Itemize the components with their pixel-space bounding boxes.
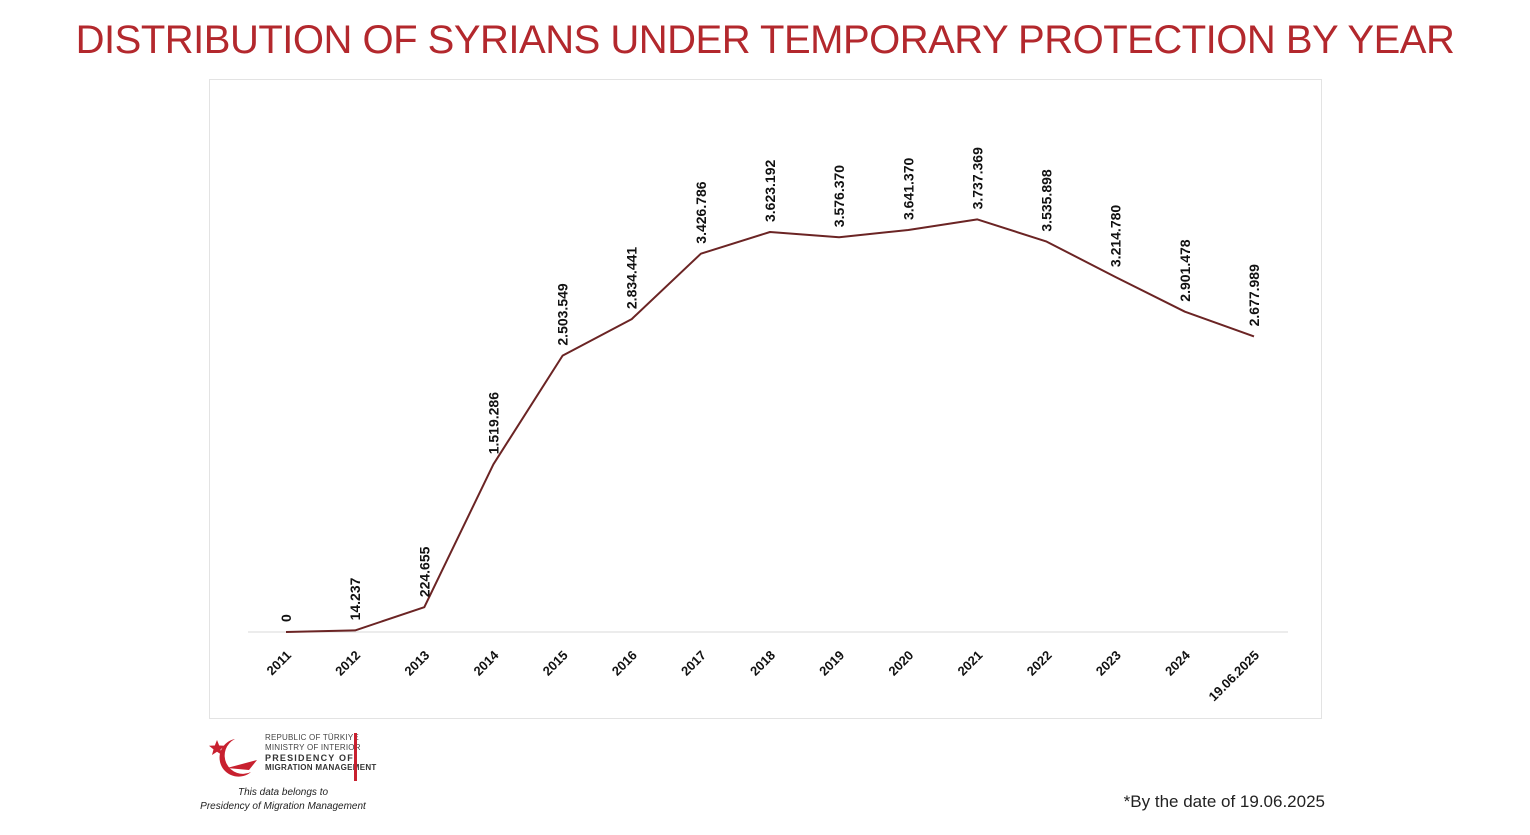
x-tick-2014: 2014 [470,647,502,679]
org-line-migration: MIGRATION MANAGEMENT [265,763,377,772]
data-label-2012: 14.237 [347,577,363,620]
data-labels: 0 14.237 224.655 1.519.286 2.503.549 2.834.44… [278,147,1262,622]
data-label-2015: 2.503.549 [555,283,571,345]
data-label-2011: 0 [278,614,294,622]
data-label-2023: 3.214.780 [1108,205,1124,267]
org-line-presidency: PRESIDENCY OF [265,753,354,763]
x-tick-2019: 2019 [816,648,847,679]
data-label-2014: 1.519.286 [485,392,501,454]
data-label-2016: 2.834.441 [624,247,640,309]
chart-frame: 0 14.237 224.655 1.519.286 2.503.549 2.834.44… [209,79,1322,719]
x-tick-2012: 2012 [332,648,363,679]
data-label-2021: 3.737.369 [969,147,985,209]
star-icon [209,740,225,755]
crescent-icon [219,739,251,777]
x-tick-2022: 2022 [1024,648,1055,679]
data-ownership-note: This data belongs to Presidency of Migra… [198,786,368,814]
org-line-ministry: MINISTRY OF INTERIOR [265,743,361,752]
logo-divider [354,733,357,781]
x-tick-19.06.2025: 19.06.2025 [1205,648,1262,705]
ownership-line-1: This data belongs to [237,787,329,798]
data-label-2017: 3.426.786 [693,181,709,243]
data-label-2024: 2.901.478 [1177,239,1193,301]
page-title: DISTRIBUTION OF SYRIANS UNDER TEMPORARY … [75,18,1455,62]
x-tick-2021: 2021 [954,648,985,679]
ownership-line-2: Presidency of Migration Management [200,801,366,812]
series-line [285,218,1255,633]
bird-shape-icon [227,760,257,770]
line-chart: 0 14.237 224.655 1.519.286 2.503.549 2.834.44… [248,147,1288,704]
x-tick-2020: 2020 [885,648,916,679]
date-note: *By the date of 19.06.2025 [1123,792,1325,811]
x-tick-2011: 2011 [264,648,295,679]
x-tick-2017: 2017 [678,648,709,679]
data-label-2022: 3.535.898 [1039,169,1055,231]
x-tick-labels: 2011 2012 2013 2014 2015 2016 2017 2018 2019 2020… [264,647,1263,704]
x-tick-2016: 2016 [609,648,640,679]
x-tick-2015: 2015 [540,648,571,679]
data-label-2013: 224.655 [416,546,432,597]
x-tick-2013: 2013 [401,648,432,679]
x-tick-2018: 2018 [747,648,778,679]
x-tick-2024: 2024 [1162,647,1194,679]
data-label-2019: 3.576.370 [831,165,847,227]
x-tick-2023: 2023 [1093,648,1124,679]
organization-name: REPUBLIC OF TÜRKIYE MINISTRY OF INTERIOR… [265,733,377,773]
data-label-19.06.2025: 2.677.989 [1246,264,1262,326]
presidency-logo-icon [209,739,257,777]
data-label-2020: 3.641.370 [900,158,916,220]
org-line-country: REPUBLIC OF TÜRKIYE [265,733,359,742]
data-label-2018: 3.623.192 [762,160,778,222]
